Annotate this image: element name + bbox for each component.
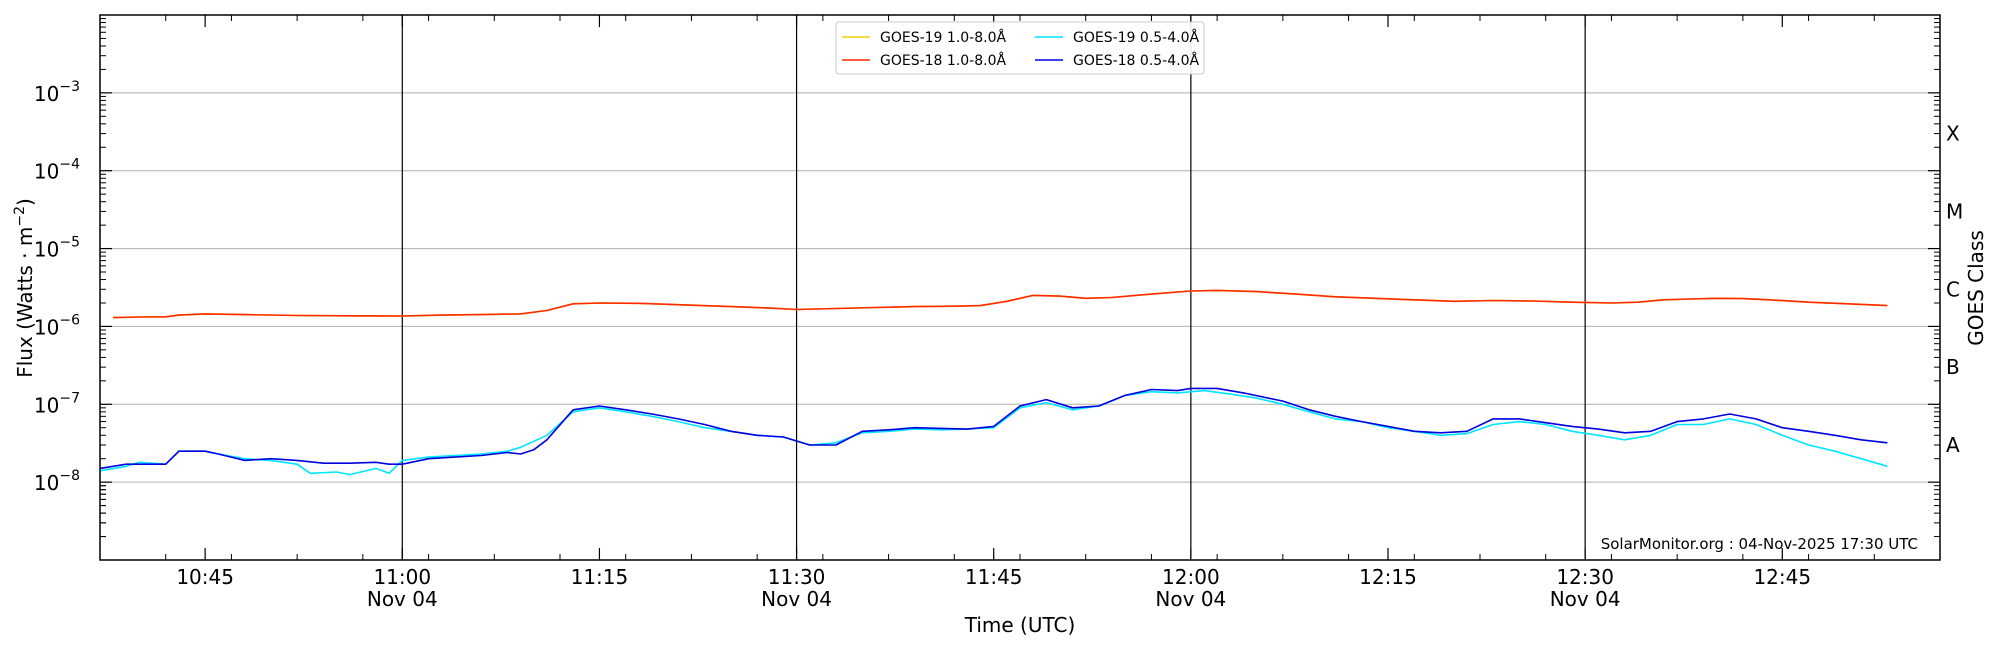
y-tick-exponent: −5 — [59, 235, 80, 251]
goes-class-label-C: C — [1946, 277, 1960, 301]
x-tick-date-label: Nov 04 — [1155, 587, 1226, 611]
y-axis-title-close: ) — [13, 198, 37, 206]
right-axis-title: GOES Class — [1964, 230, 1988, 346]
x-tick-date-label: Nov 04 — [1550, 587, 1621, 611]
x-tick-label: 11:45 — [965, 565, 1023, 589]
x-axis-title: Time (UTC) — [964, 613, 1076, 637]
legend: GOES-19 1.0-8.0Å GOES-19 0.5-4.0Å GOES-1… — [836, 22, 1204, 74]
y-axis-title-sup: −2 — [12, 206, 28, 227]
x-tick-label: 12:45 — [1753, 565, 1811, 589]
y-tick-base: 10 — [34, 82, 59, 106]
y-tick-base: 10 — [34, 160, 59, 184]
x-tick-label: 10:45 — [176, 565, 234, 589]
goes-class-label-X: X — [1946, 122, 1960, 146]
x-tick-label: 11:15 — [571, 565, 629, 589]
y-tick-exponent: −3 — [59, 79, 80, 95]
x-tick-label: 12:30 — [1556, 565, 1614, 589]
y-tick-base: 10 — [34, 238, 59, 262]
x-tick-date-label: Nov 04 — [367, 587, 438, 611]
x-tick-label: 11:30 — [768, 565, 826, 589]
y-tick-exponent: −6 — [59, 312, 80, 328]
y-tick-base: 10 — [34, 471, 59, 495]
legend-label-goes18-short: GOES-18 0.5-4.0Å — [1073, 52, 1199, 69]
y-tick-exponent: −7 — [59, 390, 80, 406]
x-tick-label: 12:15 — [1359, 565, 1417, 589]
y-tick-exponent: −4 — [59, 157, 80, 173]
goes-class-label-B: B — [1946, 355, 1960, 379]
x-tick-label: 11:00 — [373, 565, 431, 589]
y-tick-base: 10 — [34, 315, 59, 339]
y-axis-title-main: Flux (Watts · m — [13, 227, 37, 378]
credit-text: SolarMonitor.org : 04-Nov-2025 17:30 UTC — [1601, 535, 1918, 553]
y-tick-base: 10 — [34, 393, 59, 417]
legend-label-goes19-short: GOES-19 0.5-4.0Å — [1073, 29, 1199, 46]
legend-label-goes19-long: GOES-19 1.0-8.0Å — [880, 29, 1006, 46]
goes-class-label-M: M — [1946, 199, 1963, 223]
x-tick-label: 12:00 — [1162, 565, 1220, 589]
y-tick-exponent: −8 — [59, 468, 80, 484]
x-tick-date-label: Nov 04 — [761, 587, 832, 611]
goes-class-label-A: A — [1946, 433, 1960, 457]
legend-label-goes18-long: GOES-18 1.0-8.0Å — [880, 52, 1006, 69]
